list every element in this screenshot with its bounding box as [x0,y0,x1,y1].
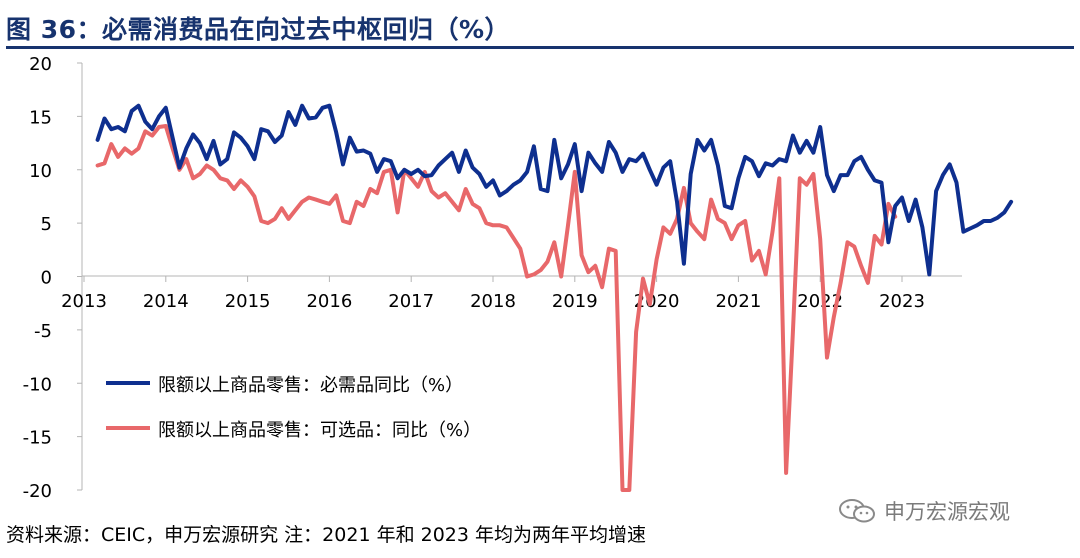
x-tick-label: 2020 [634,291,680,312]
x-tick-label: 2022 [797,291,843,312]
y-tick-label: 20 [29,54,52,75]
watermark-text: 申万宏源宏观 [884,500,1010,524]
x-tick-label: 2013 [61,291,107,312]
y-tick-label: 10 [29,161,52,182]
y-tick-label: 15 [29,107,52,128]
x-tick-label: 2015 [225,291,271,312]
wechat-icon [839,499,875,523]
title-underline [6,46,1074,49]
y-tick-label: -15 [23,428,52,449]
y-tick-label: -10 [23,374,52,395]
x-tick-label: 2014 [143,291,189,312]
x-tick-label: 2016 [306,291,352,312]
series-layer [95,103,1014,492]
legend-label-necessity: 限额以上商品零售：必需品同比（%） [158,375,463,396]
y-tick-label: 5 [41,214,52,235]
x-tick-label: 2021 [715,291,761,312]
figure-title: 图 36：必需消费品在向过去中枢回归（%） [6,15,511,44]
x-tick-label: 2018 [470,291,516,312]
x-tick-label: 2019 [552,291,598,312]
x-tick-label: 2017 [388,291,434,312]
watermark: 申万宏源宏观 [838,496,1010,526]
source-note: 资料来源：CEIC，申万宏源研究 注：2021 年和 2023 年均为两年平均增… [6,524,647,546]
legend: 限额以上商品零售：必需品同比（%） 限额以上商品零售：可选品：同比（%） [106,375,481,441]
x-tick-label: 2023 [879,291,925,312]
y-tick-label: -20 [23,481,52,502]
y-tick-label: -5 [34,321,52,342]
y-tick-label: 0 [41,268,52,289]
series-line-necessity [95,103,1014,277]
legend-label-discretionary: 限额以上商品零售：可选品：同比（%） [158,420,481,441]
series-line-discretionary [95,124,898,492]
